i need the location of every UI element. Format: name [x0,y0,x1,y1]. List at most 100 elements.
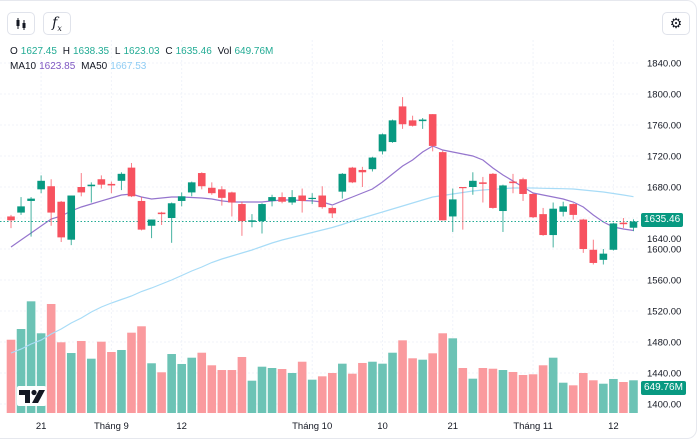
volume-bar [187,357,197,413]
ohlc-legend: O 1627.45 H 1638.35 L 1623.03 C 1635.46 Vol 6… [10,46,276,58]
candle-body [258,204,266,222]
candle-body [137,200,146,230]
volume-bar [247,380,257,413]
ma50-line [10,187,634,354]
volume-bar [167,354,176,413]
volume-bar [46,303,56,413]
volume-bar [609,378,618,413]
volume-bar [358,362,367,413]
volume-bar [237,356,247,413]
close-value: 1635.46 [175,46,212,57]
candle-body [197,173,206,187]
volume-bar [508,371,518,413]
candle-body [268,197,276,201]
candle-body [619,222,628,225]
candle-body [117,173,126,181]
volume-bar [267,368,277,413]
volume-bar [36,333,46,413]
last-volume-tag: 649.76M [641,381,686,395]
candle-body [57,201,65,238]
volume-bar [227,370,237,413]
volume-bar [629,380,638,413]
volume-bar [97,341,106,413]
volume-bar [408,358,417,413]
volume-bar [589,380,598,413]
volume-bar [568,385,578,413]
candle-body [147,219,156,226]
volume-bars [6,301,638,413]
volume-bar [137,326,146,413]
candle-body [358,169,367,173]
indicators-button[interactable]: fx [43,12,71,35]
price-tick-label: 1600.00 [647,245,681,256]
candle-body [368,157,377,170]
volume-bar [277,369,287,413]
time-tick-label: Tháng 10 [292,421,332,432]
candle-body [489,173,497,208]
volume-bar [207,365,217,413]
volume-bar [287,372,297,413]
gear-icon: ⚙ [669,15,683,31]
candle-body [328,207,337,214]
candle-body [77,187,86,193]
settings-button[interactable]: ⚙ [662,12,690,35]
volume-bar [257,366,267,413]
time-axis: 21 Tháng 9 12 Tháng 10 10 21 Tháng 11 12 [36,421,619,432]
candle-body [479,182,487,184]
volume-bar [56,342,66,413]
candle-body [228,192,236,203]
candles [7,97,638,265]
candle-body [509,181,517,184]
chart-type-button[interactable] [7,12,35,35]
volume-label: Vol [217,46,232,57]
volume-bar [488,368,498,413]
candle-body [599,253,608,260]
candle-body [97,179,106,185]
time-tick-label: 21 [447,421,458,432]
candle-body [459,187,467,189]
candle-body [7,216,15,221]
candle-body [27,198,35,201]
low-value: 1623.03 [123,46,160,57]
high-label: H [62,46,70,57]
candle-body [448,199,457,217]
tradingview-logo[interactable] [17,386,46,406]
volume-bar [528,374,538,413]
price-tick-label: 1440.00 [647,369,681,380]
volume-bar [468,378,478,413]
volume-bar [338,363,347,413]
volume-bar [478,368,488,413]
ma50-label[interactable]: MA50 [81,61,108,72]
volume-bar [297,361,307,413]
volume-bar [307,379,317,413]
candle-body [539,214,547,236]
candle-body [418,119,427,122]
volume-bar [498,370,508,413]
volume-bar [117,349,126,413]
volume-bar [217,370,227,413]
volume-bar [6,339,16,413]
volume-bar [26,301,36,413]
volume-bar [197,352,207,413]
candle-body [569,204,578,215]
candle-body [288,197,296,203]
candle-body [388,120,397,143]
volume-bar [558,382,568,413]
volume-bar [16,329,26,413]
volume-bar [438,333,448,413]
ma-legend: MA10 1623.85 MA50 1667.53 [10,61,149,73]
time-tick-label: Tháng 9 [94,421,129,432]
ma10-label[interactable]: MA10 [10,61,37,72]
candle-body [338,173,347,192]
price-tick-label: 1400.00 [647,400,681,411]
time-tick-label: 10 [377,421,388,432]
candle-body [499,185,507,212]
candle-body [248,220,256,222]
candle-body [519,179,527,194]
volume-bar [599,383,608,413]
candle-body [589,249,598,263]
price-tick-label: 1640.00 [647,234,681,245]
volume-bar [388,352,397,413]
